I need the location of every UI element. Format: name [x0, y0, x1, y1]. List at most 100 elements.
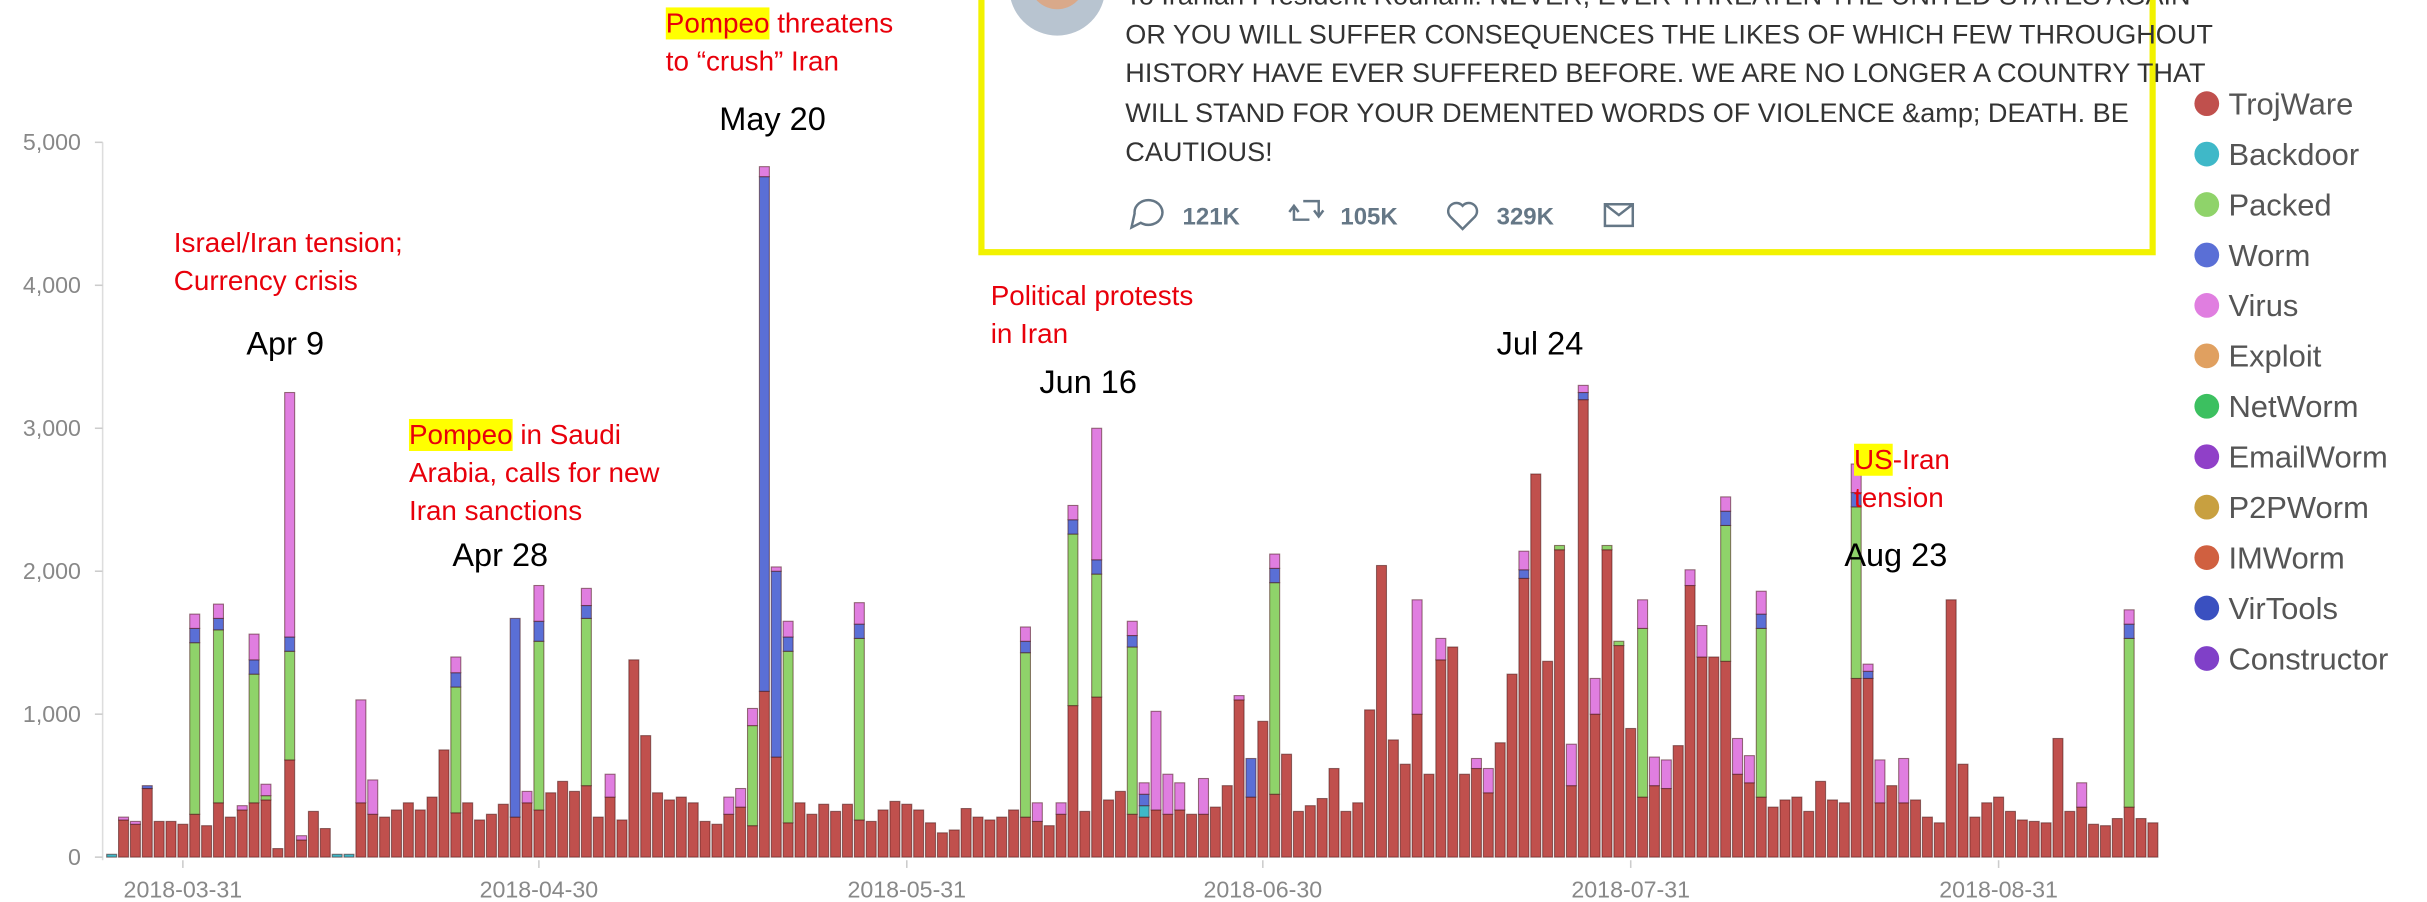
- bar-segment: [913, 809, 925, 858]
- legend-swatch: [2194, 545, 2220, 570]
- legend-label: IMWorm: [2228, 540, 2344, 575]
- bar-segment: [604, 773, 616, 798]
- bar-segment: [1233, 699, 1245, 858]
- bar-segment: [296, 835, 308, 841]
- bar-segment: [1482, 767, 1494, 794]
- legend-swatch: [2194, 293, 2220, 318]
- bar-segment: [1162, 773, 1174, 815]
- bar-segment: [1684, 569, 1696, 587]
- bar-segment: [1019, 626, 1031, 642]
- bar-segment: [1577, 384, 1589, 394]
- bar-segment: [865, 820, 877, 858]
- bar-segment: [1174, 782, 1186, 811]
- bar-segment: [1091, 559, 1103, 575]
- x-tick-label: 2018-07-31: [1571, 876, 1690, 902]
- bar-segment: [1862, 677, 1874, 858]
- bar-segment: [533, 620, 545, 642]
- bar-segment: [2088, 823, 2100, 858]
- bar-segment: [1423, 773, 1435, 858]
- bar-segment: [1648, 785, 1660, 858]
- bar-segment: [1043, 825, 1055, 858]
- bar-segment: [972, 816, 984, 858]
- bar-segment: [746, 825, 759, 858]
- bar-segment: [248, 673, 260, 804]
- bar-segment: [1767, 806, 1779, 858]
- bar-segment: [1637, 599, 1649, 629]
- bar-segment: [782, 650, 794, 824]
- bar-segment: [1755, 627, 1767, 798]
- bar-segment: [1637, 627, 1649, 798]
- bar-segment: [640, 735, 652, 858]
- bar-segment: [818, 803, 830, 858]
- bar-segment: [1874, 802, 1886, 858]
- bar-segment: [1091, 427, 1103, 561]
- bar-segment: [2111, 817, 2123, 858]
- bar-segment: [1375, 564, 1388, 858]
- bar-segment: [996, 816, 1008, 858]
- bar-segment: [1898, 757, 1910, 804]
- avatar-face: [1036, 0, 1078, 10]
- bar-segment: [1755, 796, 1767, 858]
- bar-segment: [1720, 660, 1732, 858]
- bar-segment: [212, 629, 224, 804]
- bar-segment: [1862, 670, 1874, 679]
- legend-swatch: [2194, 494, 2220, 520]
- bar-segment: [2076, 806, 2088, 858]
- bar-segment: [592, 816, 604, 858]
- bar-segment: [1743, 755, 1755, 784]
- bar-segment: [830, 810, 842, 858]
- bar-segment: [1731, 773, 1744, 858]
- bar-segment: [1055, 802, 1067, 815]
- bar-segment: [1399, 763, 1411, 858]
- legend-swatch: [2194, 91, 2220, 117]
- bar-segment: [1542, 660, 1554, 858]
- bar-segment: [1470, 757, 1482, 770]
- bar-segment: [1150, 710, 1162, 811]
- bar-segment: [1553, 549, 1566, 858]
- bar-segment: [794, 802, 806, 858]
- bar-segment: [1637, 796, 1649, 858]
- bar-segment: [284, 391, 296, 638]
- bar-segment: [877, 809, 889, 858]
- bar-segment: [580, 604, 592, 619]
- x-tick-label: 2018-08-31: [1939, 876, 2058, 902]
- bar-segment: [746, 707, 759, 727]
- bar-segment: [1055, 813, 1067, 858]
- bar-segment: [1067, 519, 1079, 535]
- bar-segment: [1850, 506, 1862, 679]
- bar-segment: [462, 802, 474, 858]
- legend-label: EmailWorm: [2228, 440, 2387, 475]
- bar-segment: [1138, 793, 1150, 807]
- bar-segment: [319, 827, 331, 858]
- annotation: Arabia, calls for new: [409, 457, 660, 488]
- like-icon: [1447, 201, 1479, 231]
- legend-label: VirTools: [2228, 591, 2337, 626]
- bar-segment: [248, 802, 260, 858]
- legend-label: Exploit: [2228, 339, 2321, 374]
- bar-segment: [1518, 577, 1530, 858]
- bar-segment: [1921, 816, 1933, 858]
- bar-segment: [699, 820, 711, 858]
- bar-segment: [189, 642, 201, 815]
- bar-segment: [1482, 792, 1494, 858]
- bar-segment: [1209, 806, 1221, 858]
- bar-segment: [2040, 822, 2052, 858]
- like-count: 329K: [1497, 203, 1555, 230]
- tweet-line: WILL STAND FOR YOUR DEMENTED WORDS OF VI…: [1125, 97, 2128, 128]
- bar-segment: [1577, 399, 1589, 858]
- bar-segment: [1696, 656, 1708, 858]
- bar-segment: [189, 627, 201, 644]
- reply-icon: [1129, 198, 1164, 230]
- bar-segment: [1138, 816, 1150, 858]
- bar-segment: [580, 587, 592, 607]
- legend-swatch: [2194, 393, 2220, 419]
- bar-segment: [1103, 799, 1115, 858]
- bar-segment: [1731, 737, 1744, 775]
- tweet-line: To Iranian President Rouhani: NEVER, EVE…: [1125, 0, 2190, 11]
- bar-segment: [118, 819, 130, 858]
- annotation: May 20: [719, 101, 826, 137]
- bar-segment: [936, 832, 948, 858]
- bar-segment: [1031, 802, 1043, 822]
- bar-segment: [343, 853, 355, 858]
- bar-segment: [1233, 695, 1245, 701]
